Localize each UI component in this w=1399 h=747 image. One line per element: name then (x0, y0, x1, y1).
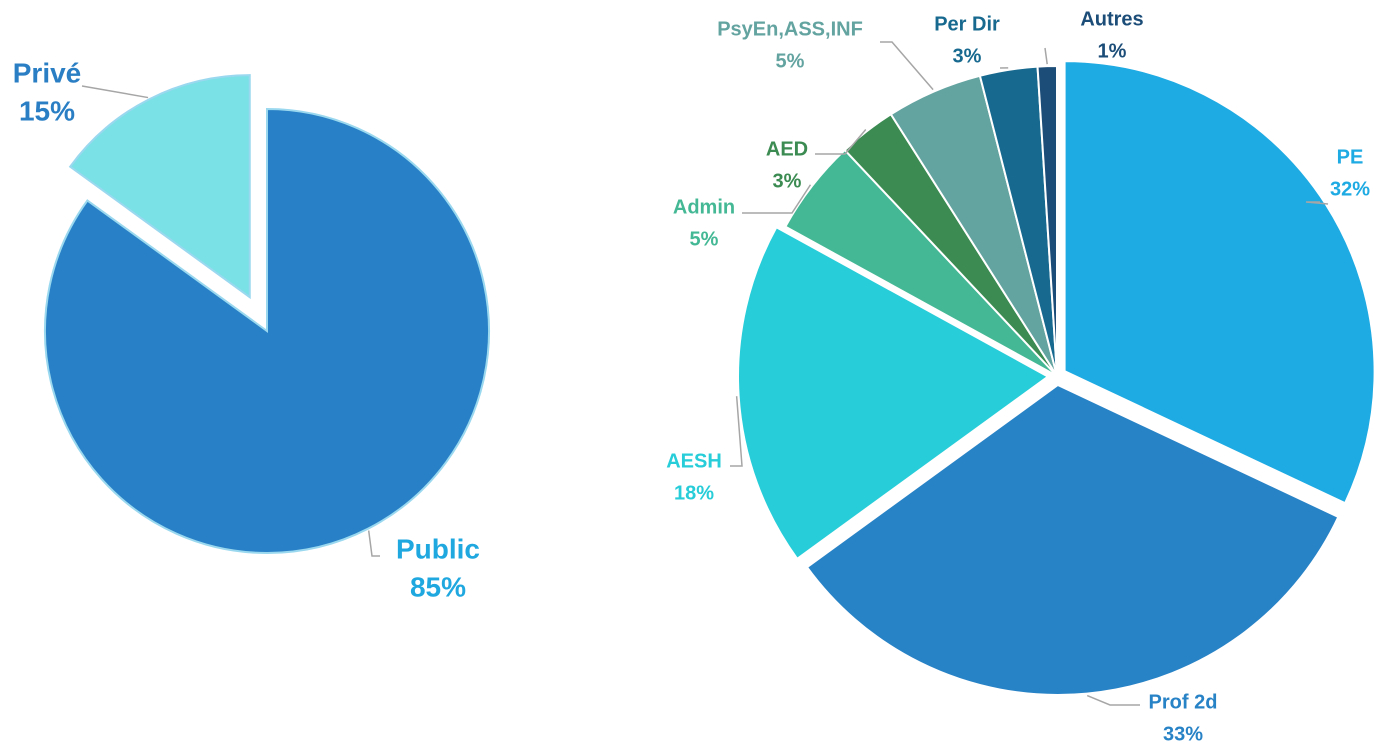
slice-value-label: 1% (1098, 40, 1127, 62)
leader-line (815, 128, 867, 155)
slice-value-label: 3% (953, 45, 982, 67)
pie-slice (805, 383, 1340, 696)
slice-value-label: 5% (776, 50, 805, 72)
slice-value-label: 33% (1163, 723, 1203, 745)
slice-value-label: 3% (773, 170, 802, 192)
slice-label: Per Dir (934, 13, 1000, 35)
slice-value-label: 5% (690, 228, 719, 250)
leader-line (1044, 47, 1048, 65)
slice-label: Admin (673, 196, 735, 218)
slice-value-label: 15% (19, 95, 75, 126)
leader-line (367, 530, 380, 557)
pie-slice (44, 107, 490, 554)
leader-line (1305, 201, 1329, 205)
leader-line (880, 41, 934, 91)
leader-line (1086, 694, 1140, 706)
pie-slice (1036, 64, 1058, 377)
slice-label: Autres (1080, 8, 1143, 30)
slice-label: Public (396, 533, 480, 564)
pie-slice (68, 74, 251, 300)
leader-line (742, 184, 812, 214)
slice-value-label: 18% (674, 482, 714, 504)
slice-label: PE (1337, 146, 1364, 168)
leader-line (730, 396, 743, 467)
slice-label: AED (766, 138, 808, 160)
slice-value-label: 85% (410, 571, 466, 602)
slice-label: PsyEn,ASS,INF (717, 18, 863, 40)
slice-label: Privé (13, 57, 82, 88)
pie-slice (1063, 60, 1376, 505)
pie-slice (737, 225, 1050, 561)
slice-label: Prof 2d (1149, 691, 1218, 713)
leader-line (81, 85, 149, 99)
slice-label: AESH (666, 450, 722, 472)
slice-value-label: 32% (1330, 178, 1370, 200)
